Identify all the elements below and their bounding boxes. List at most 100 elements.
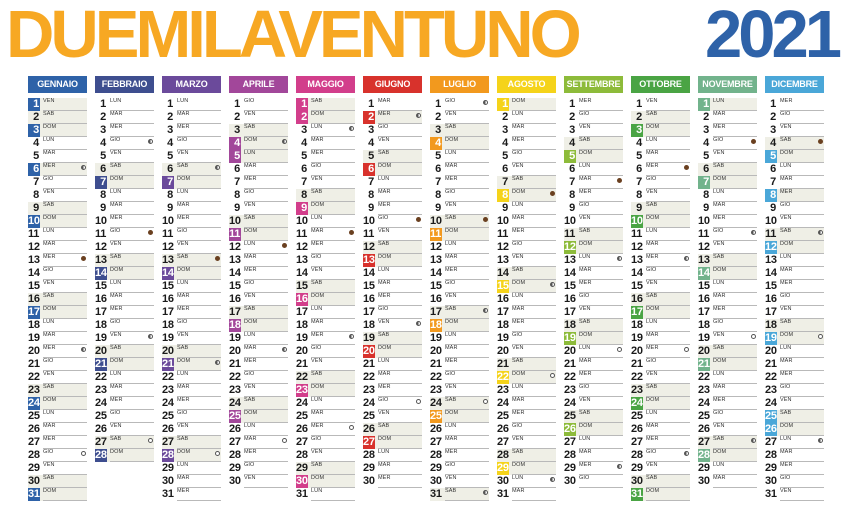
day-number: 19	[698, 332, 710, 344]
weekday-label: GIO	[177, 228, 188, 234]
writing-line	[311, 110, 355, 111]
day-cell: 6 GIO	[296, 163, 355, 176]
day-number: 25	[95, 410, 107, 422]
day-cell: 25 LUN	[28, 410, 87, 423]
weekday-label: DOM	[579, 150, 593, 156]
writing-line	[110, 331, 154, 332]
day-cell: 19 LUN	[430, 332, 489, 345]
weekday-label: GIO	[244, 371, 255, 377]
weekday-label: VEN	[311, 176, 323, 182]
day-cell: 8 SAB	[296, 189, 355, 202]
day-number: 13	[296, 254, 308, 266]
day-cell: 25 DOM	[229, 410, 288, 423]
writing-line	[177, 370, 221, 371]
day-number: 15	[28, 280, 40, 292]
day-cell: 26 VEN	[698, 423, 757, 436]
day-cell: 2 VEN	[430, 111, 489, 124]
writing-line	[110, 201, 154, 202]
writing-line	[311, 448, 355, 449]
day-number: 16	[363, 293, 375, 305]
day-cell: 2 SAB	[28, 111, 87, 124]
weekday-label: MER	[311, 332, 324, 338]
day-number: 17	[296, 306, 308, 318]
weekday-label: GIO	[512, 150, 523, 156]
weekday-label: VEN	[43, 371, 55, 377]
writing-line	[244, 136, 288, 137]
writing-line	[378, 136, 422, 137]
day-number: 13	[162, 254, 174, 266]
weekday-label: MER	[177, 488, 190, 494]
moon-half-icon	[818, 438, 823, 443]
writing-line	[378, 201, 422, 202]
writing-line	[110, 214, 154, 215]
day-cell: 11 SAB	[564, 228, 623, 241]
writing-line	[713, 370, 757, 371]
writing-line	[43, 500, 87, 501]
writing-line	[512, 266, 556, 267]
weekday-label: LUN	[311, 397, 323, 403]
writing-line	[646, 409, 690, 410]
weekday-label: LUN	[512, 475, 524, 481]
weekday-label: DOM	[110, 267, 124, 273]
day-cell: 1 DOM	[497, 98, 556, 111]
day-cell: 23 SAB	[28, 384, 87, 397]
holiday-marker	[698, 449, 710, 462]
day-cell: 9 MAR	[95, 202, 154, 215]
weekday-label: SAB	[43, 475, 55, 481]
day-number: 13	[430, 254, 442, 266]
day-number: 6	[368, 163, 374, 175]
month-gennaio: GENNAIO 1 VEN 2 SAB 3 DOM 4 LUN 5 MAR 6 MER 7 GIO 8 VEN 9…	[28, 76, 87, 504]
weekday-label: DOM	[378, 163, 392, 169]
day-cell: 12 MAR	[631, 241, 690, 254]
day-number: 29	[564, 462, 576, 474]
writing-line	[378, 396, 422, 397]
moon-half-icon	[751, 230, 756, 235]
day-cell: 25 VEN	[363, 410, 422, 423]
day-number: 6	[569, 163, 575, 175]
writing-line	[177, 461, 221, 462]
weekday-label: MAR	[713, 293, 726, 299]
weekday-label: SAB	[378, 150, 390, 156]
weekday-label: DOM	[646, 488, 660, 494]
writing-line	[311, 279, 355, 280]
writing-line	[177, 227, 221, 228]
writing-line	[512, 292, 556, 293]
weekday-label: SAB	[646, 202, 658, 208]
weekday-label: LUN	[445, 241, 457, 247]
holiday-marker	[631, 215, 643, 228]
moon-full-icon	[416, 399, 421, 404]
weekday-label: VEN	[445, 202, 457, 208]
day-number: 23	[363, 384, 375, 396]
day-cell: 2 DOM	[296, 111, 355, 124]
weekday-label: MER	[579, 462, 592, 468]
holiday-marker	[765, 241, 777, 254]
weekday-label: LUN	[177, 462, 189, 468]
weekday-label: VEN	[43, 280, 55, 286]
writing-line	[311, 383, 355, 384]
day-cell: 27 MAR	[430, 436, 489, 449]
writing-line	[579, 201, 623, 202]
day-number: 2	[636, 111, 642, 123]
day-number: 22	[765, 371, 777, 383]
month-header: NOVEMBRE	[698, 76, 757, 93]
weekday-label: DOM	[713, 267, 727, 273]
day-number: 10	[229, 215, 241, 227]
writing-line	[579, 253, 623, 254]
weekday-label: MER	[512, 319, 525, 325]
day-cell: 16 SAB	[631, 293, 690, 306]
writing-line	[177, 292, 221, 293]
writing-line	[780, 370, 824, 371]
day-cell: 3 MER	[95, 124, 154, 137]
day-number: 25	[430, 410, 442, 422]
day-number: 13	[28, 254, 40, 266]
day-number: 20	[162, 345, 174, 357]
weekday-label: MAR	[244, 163, 257, 169]
weekday-label: DOM	[512, 462, 526, 468]
writing-line	[110, 396, 154, 397]
day-number: 16	[162, 293, 174, 305]
day-number: 31	[631, 488, 643, 500]
writing-line	[177, 110, 221, 111]
weekday-label: LUN	[512, 293, 524, 299]
writing-line	[512, 370, 556, 371]
day-number: 21	[631, 358, 643, 370]
